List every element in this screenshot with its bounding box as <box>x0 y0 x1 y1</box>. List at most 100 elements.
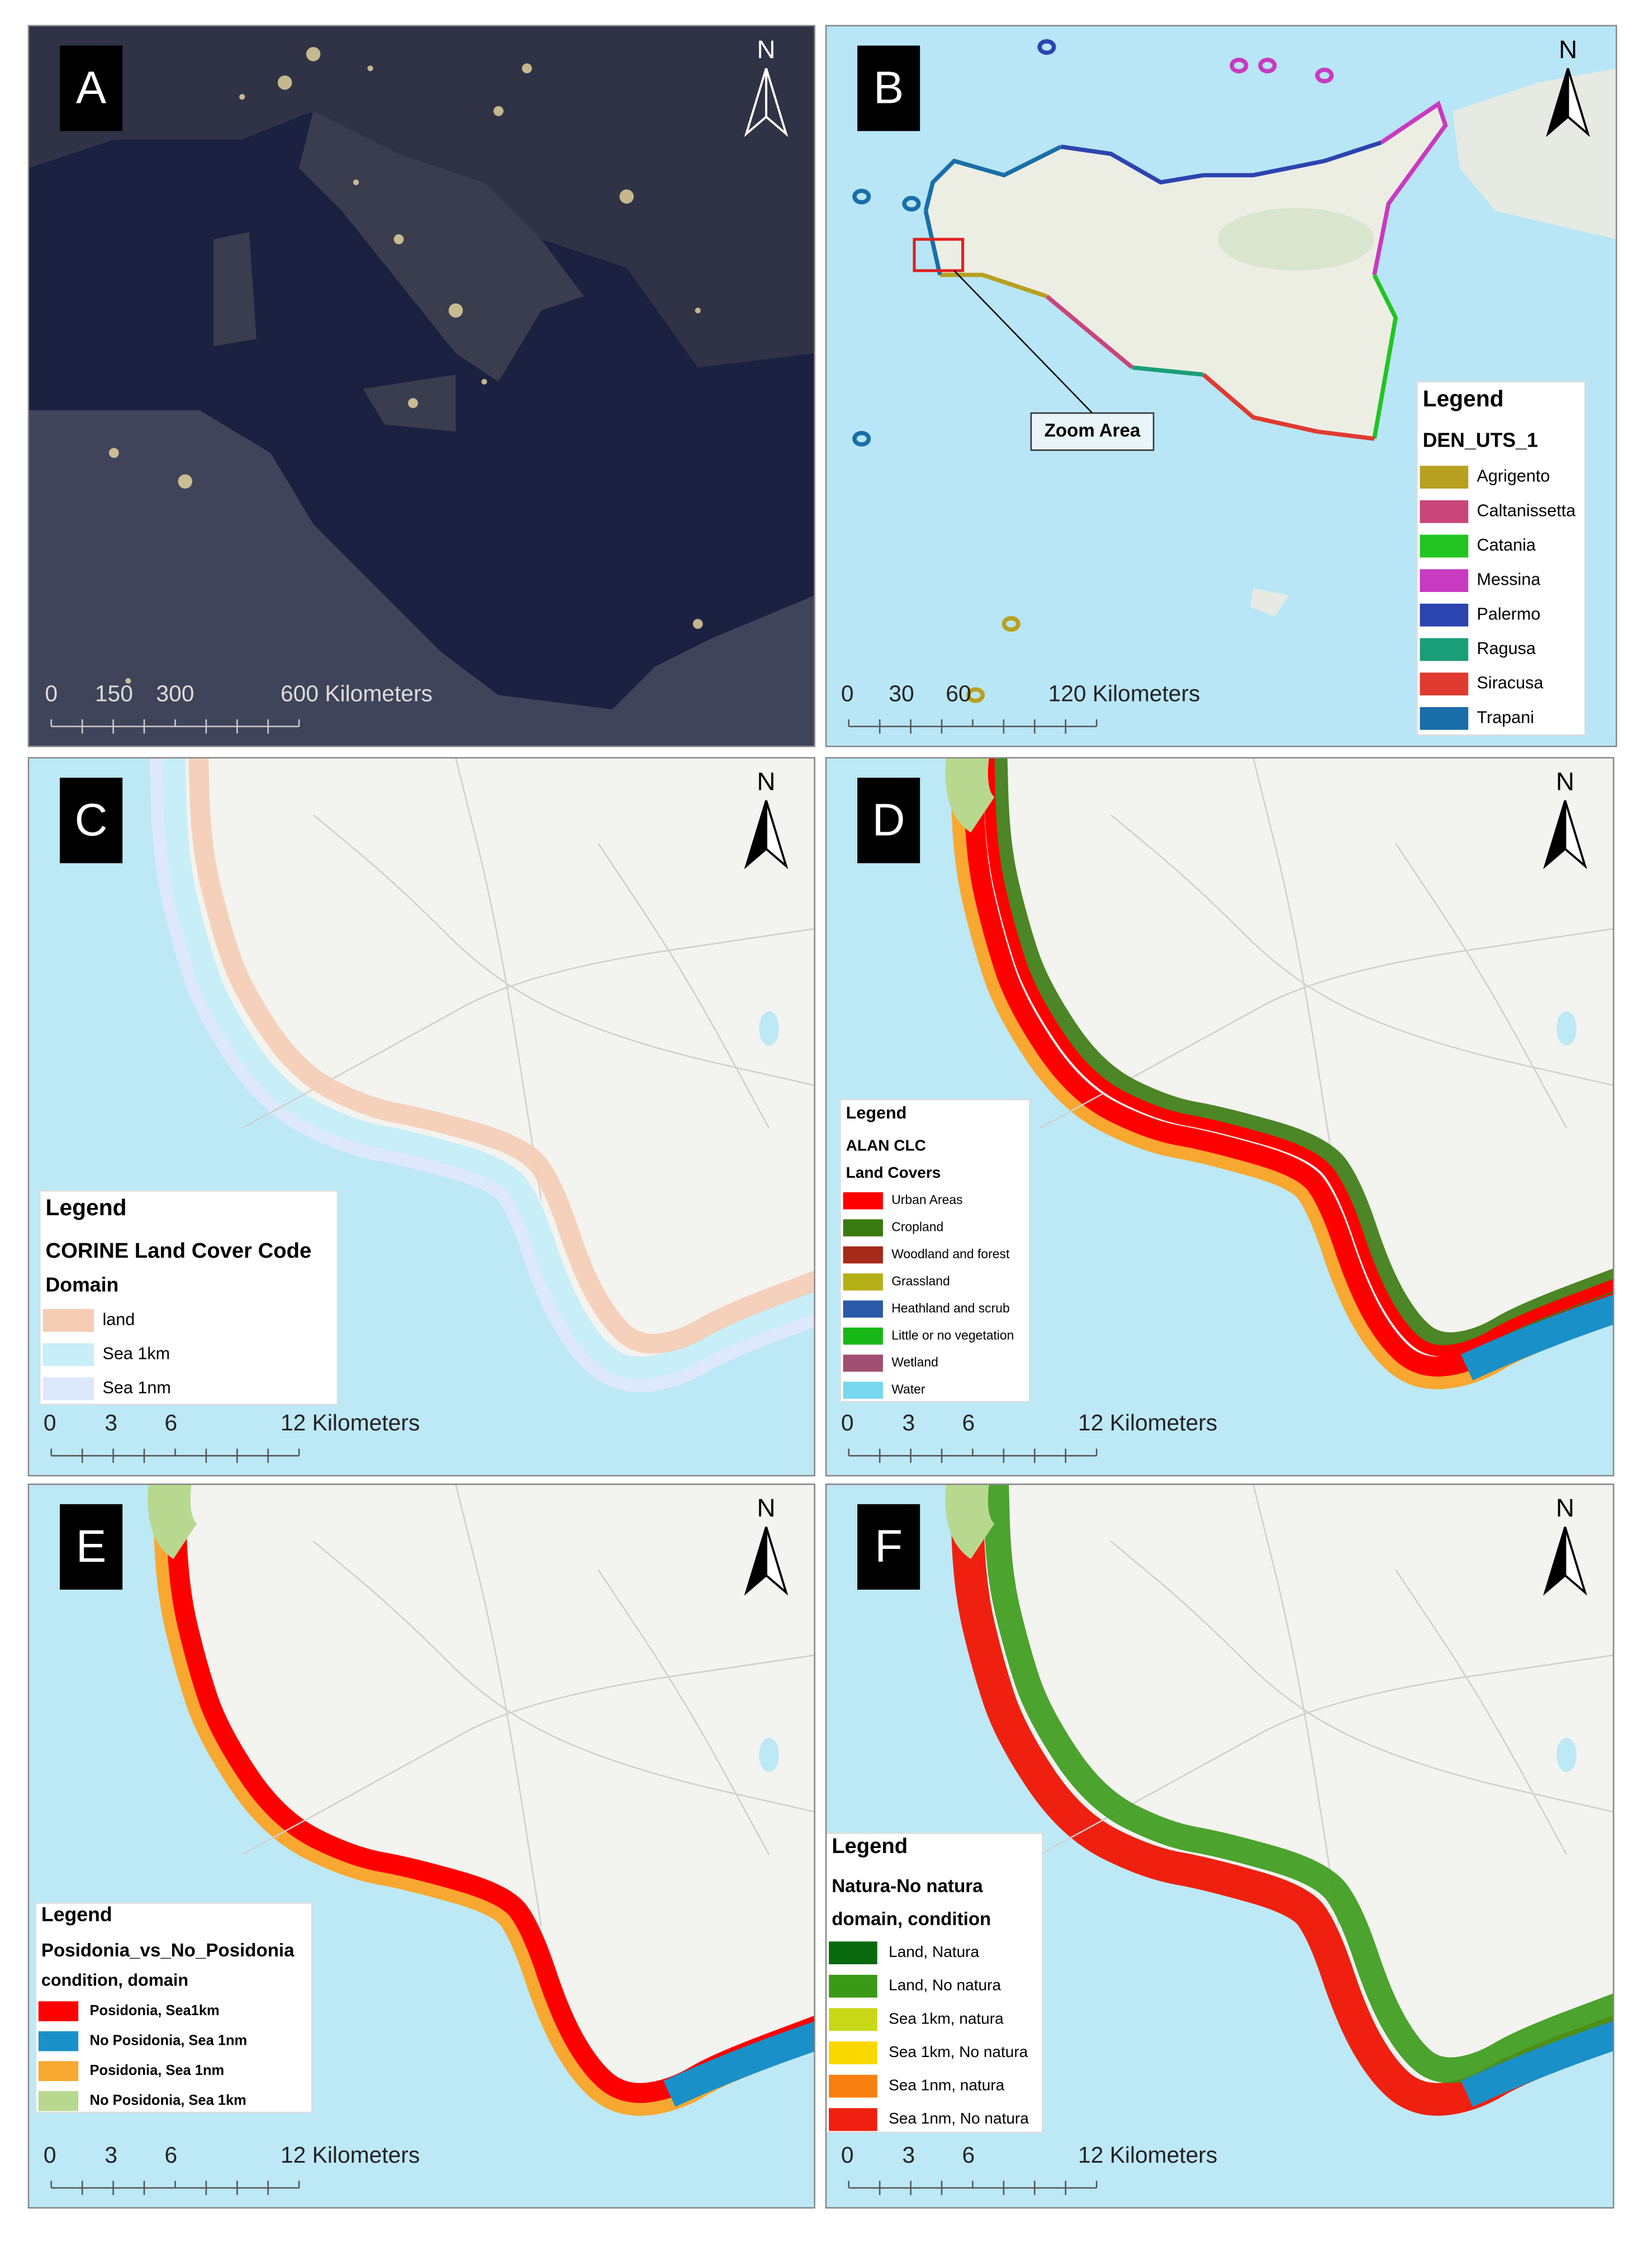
legend: Legend Posidonia_vs_No_Posidonia condition… <box>35 1902 313 2113</box>
land-strip <box>984 757 1614 1356</box>
legend-subtitle: Land Covers <box>846 1164 941 1181</box>
scale-label: 120 Kilometers <box>1048 680 1200 706</box>
coast-segment <box>1372 274 1398 439</box>
north-label: N <box>757 35 775 64</box>
panel-label-box <box>857 45 920 131</box>
north-label: N <box>757 1493 775 1522</box>
city-lights <box>178 474 193 489</box>
legend-subtitle: CORINE Land Cover Code <box>46 1239 312 1263</box>
road <box>1252 1484 1340 1926</box>
city-lights <box>481 378 487 385</box>
legend-label: Palermo <box>1477 604 1541 623</box>
coast-segment <box>1372 101 1448 276</box>
city-lights <box>125 677 131 684</box>
island <box>1315 68 1334 84</box>
legend-swatch <box>843 1327 883 1345</box>
legend-swatch <box>829 1974 877 1998</box>
coast-segment <box>1060 140 1382 185</box>
legend-label: No Posidonia, Sea 1nm <box>90 2032 248 2048</box>
scale-label: 12 Kilometers <box>281 1410 420 1435</box>
panel: D N 0 3 6 12 Kilometers Legend ALAN CLC Land Cov… <box>826 757 1614 1476</box>
annotation: Zoom Area <box>1045 420 1141 441</box>
panel-label-box <box>60 1504 123 1590</box>
scale-label: 6 <box>164 1410 177 1435</box>
panel-label: C <box>75 794 108 845</box>
legend-subtitle: domain, condition <box>832 1909 991 1930</box>
city-lights <box>493 106 504 116</box>
sea-band-east <box>663 2021 815 2107</box>
legend-swatch <box>1420 466 1469 489</box>
road <box>1110 814 1614 1087</box>
road <box>455 1484 542 1926</box>
sea-band-extra <box>945 757 996 833</box>
lake <box>1556 1737 1577 1773</box>
scale-label: 3 <box>902 2142 915 2168</box>
legend-swatch <box>38 2061 79 2081</box>
coast-segment <box>1202 373 1318 434</box>
legend-label: Ragusa <box>1477 639 1536 658</box>
sea-band-extra <box>148 1484 198 1559</box>
scale-label: 0 <box>44 1410 56 1435</box>
legend-subtitle: DEN_UTS_1 <box>1423 429 1538 451</box>
legend-label: Posidonia, Sea1km <box>90 2003 220 2018</box>
land-sicily <box>925 104 1446 439</box>
legend-swatch <box>829 2074 877 2098</box>
legend-label: Sea 1nm <box>102 1378 170 1397</box>
north-arrow-right <box>1566 68 1591 138</box>
panel-frame <box>27 1484 815 2209</box>
legend-subtitle: Posidonia_vs_No_Posidonia <box>41 1940 295 1961</box>
panel-label: A <box>76 63 107 113</box>
panel-label-box <box>60 45 123 131</box>
north-label: N <box>1556 1493 1574 1522</box>
legend-label: Land, Natura <box>889 1943 979 1960</box>
road <box>1395 842 1568 1129</box>
road <box>312 1541 815 1813</box>
lake <box>1556 1011 1577 1046</box>
island <box>1258 58 1277 74</box>
panel: Zoom Area B N 0 30 60 120 Kilometers Legend DEN_… <box>826 25 1617 747</box>
legend-title: Legend <box>1423 386 1504 411</box>
lake <box>759 1011 779 1046</box>
annotation-box <box>1030 412 1155 451</box>
legend-label: Siracusa <box>1477 674 1544 693</box>
legend-swatch <box>1420 638 1469 661</box>
scale-label: 0 <box>45 680 58 706</box>
land-europe <box>28 25 815 368</box>
land-strip <box>983 1484 1614 2083</box>
land-strip <box>188 757 815 1354</box>
legend-subtitle: Domain <box>46 1273 119 1296</box>
north-label: N <box>757 767 775 796</box>
coast-segment <box>939 272 1048 298</box>
legend-label: Posidonia, Sea 1nm <box>90 2063 225 2078</box>
scale-label: 12 Kilometers <box>281 2142 420 2168</box>
legend-title: Legend <box>832 1834 908 1858</box>
road <box>241 1654 815 1855</box>
legend-label: Messina <box>1477 570 1541 589</box>
legend-swatch <box>1420 534 1469 558</box>
scale-label: 0 <box>841 1410 854 1435</box>
sea-band-east <box>1461 2021 1614 2107</box>
legend-swatch <box>1420 672 1469 696</box>
legend-swatch <box>829 1941 877 1965</box>
legend-swatch <box>42 1343 94 1366</box>
city-lights <box>367 65 373 72</box>
legend-swatch <box>1420 603 1469 627</box>
coast-segment <box>1317 429 1375 441</box>
panel-frame <box>825 757 1615 1477</box>
legend-label: Caltanissetta <box>1477 501 1576 520</box>
scale-label: 3 <box>902 1410 915 1435</box>
legend: Legend Natura-No natura domain, condition L… <box>826 1832 1043 2134</box>
panel: E N 0 3 6 12 Kilometers Legend Posidonia_vs_No_… <box>28 1484 815 2208</box>
sea-band-east <box>1461 1294 1614 1381</box>
land-africa <box>28 410 815 747</box>
island <box>902 196 921 212</box>
north-arrow-right <box>1564 800 1587 870</box>
legend-swatch <box>843 1192 883 1210</box>
scale-label: 3 <box>105 1410 117 1435</box>
coast-segment <box>923 145 1062 212</box>
road <box>1110 1541 1614 1813</box>
road <box>1039 928 1614 1129</box>
legend-label: Sea 1km, No natura <box>889 2043 1028 2060</box>
city-lights <box>692 619 703 629</box>
